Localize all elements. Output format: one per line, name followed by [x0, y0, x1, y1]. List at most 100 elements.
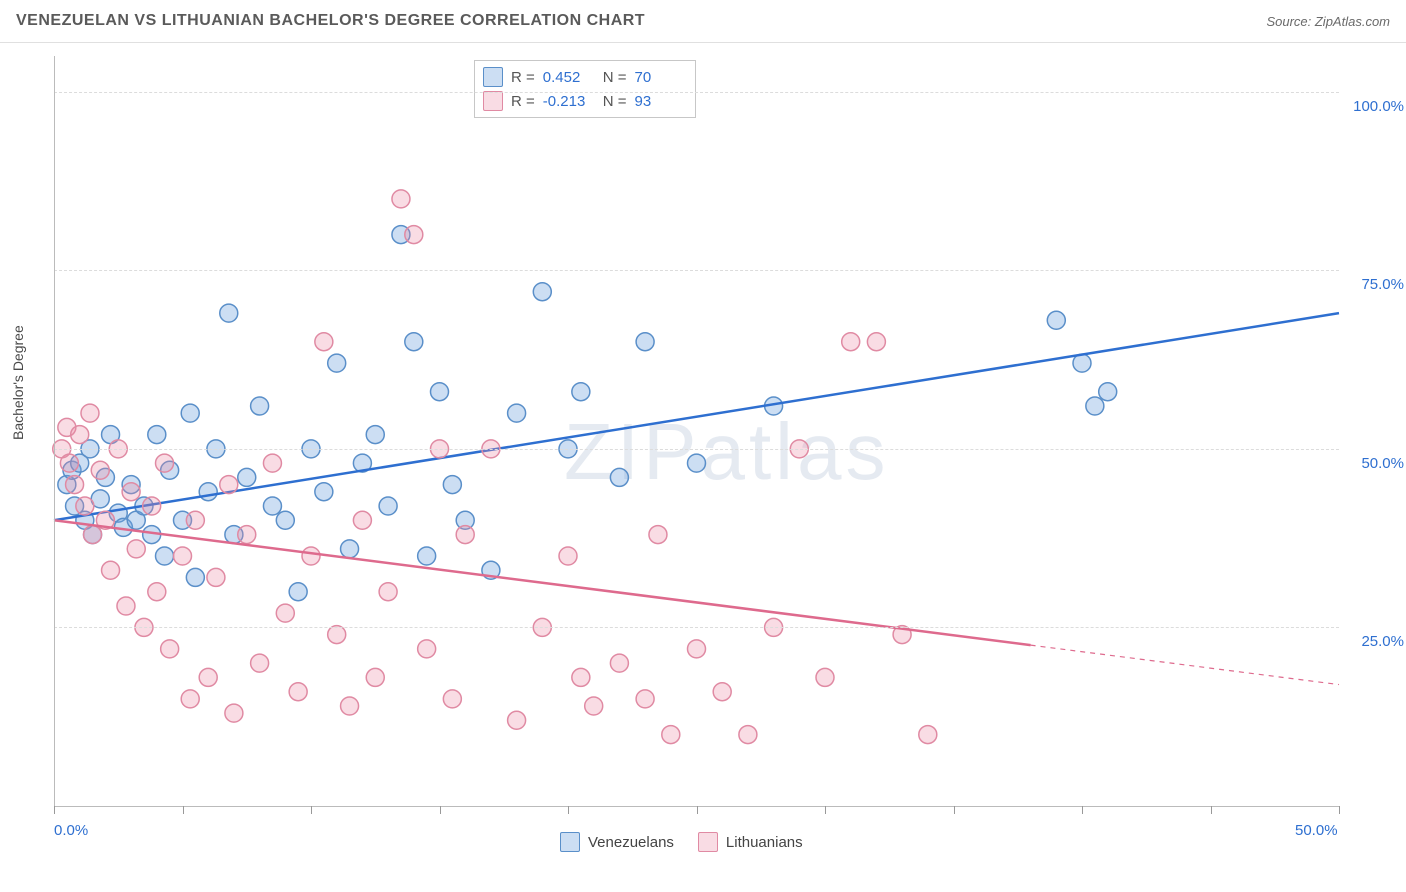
swatch-venezuelan-icon [560, 832, 580, 852]
data-point [122, 483, 140, 501]
r-label: R = [511, 69, 535, 86]
data-point [379, 497, 397, 515]
data-point [251, 397, 269, 415]
x-tick [1339, 806, 1340, 814]
data-point [842, 333, 860, 351]
data-point [263, 497, 281, 515]
data-point [816, 668, 834, 686]
data-point [418, 640, 436, 658]
data-point [148, 426, 166, 444]
data-point [84, 526, 102, 544]
data-point [199, 668, 217, 686]
data-point [1099, 383, 1117, 401]
data-point [199, 483, 217, 501]
data-point [405, 226, 423, 244]
y-tick-label: 75.0% [1334, 276, 1404, 293]
data-point [1047, 311, 1065, 329]
data-point [238, 526, 256, 544]
x-tick [1082, 806, 1083, 814]
data-point [251, 654, 269, 672]
gridline-h [54, 270, 1339, 271]
data-point [238, 468, 256, 486]
swatch-venezuelan-icon [483, 67, 503, 87]
data-point [610, 654, 628, 672]
n-value-0: 70 [635, 69, 687, 86]
data-point [156, 547, 174, 565]
r-value-1: -0.213 [543, 93, 595, 110]
data-point [174, 547, 192, 565]
x-tick [183, 806, 184, 814]
data-point [289, 583, 307, 601]
stats-row-venezuelan: R = 0.452 N = 70 [483, 65, 687, 89]
data-point [919, 726, 937, 744]
data-point [91, 461, 109, 479]
data-point [127, 540, 145, 558]
data-point [610, 468, 628, 486]
data-point [289, 683, 307, 701]
n-label: N = [603, 93, 627, 110]
data-point [181, 404, 199, 422]
data-point [102, 561, 120, 579]
y-axis-line [54, 56, 55, 806]
data-point [60, 454, 78, 472]
r-label: R = [511, 93, 535, 110]
legend-bottom: Venezuelans Lithuanians [560, 832, 803, 852]
data-point [341, 540, 359, 558]
data-point [220, 476, 238, 494]
legend-item-venezuelan: Venezuelans [560, 832, 674, 852]
data-point [867, 333, 885, 351]
x-tick [697, 806, 698, 814]
data-point [225, 704, 243, 722]
legend-label-0: Venezuelans [588, 834, 674, 851]
x-tick [825, 806, 826, 814]
x-tick [54, 806, 55, 814]
data-point [186, 568, 204, 586]
x-tick [568, 806, 569, 814]
data-point [186, 511, 204, 529]
gridline-h [54, 449, 1339, 450]
data-point [405, 333, 423, 351]
stats-legend-box: R = 0.452 N = 70 R = -0.213 N = 93 [474, 60, 696, 118]
data-point [379, 583, 397, 601]
x-tick [440, 806, 441, 814]
y-tick-label: 50.0% [1334, 455, 1404, 472]
data-point [143, 497, 161, 515]
data-point [559, 547, 577, 565]
data-point [533, 283, 551, 301]
data-point [315, 333, 333, 351]
header-bar: VENEZUELAN VS LITHUANIAN BACHELOR'S DEGR… [0, 0, 1406, 43]
x-tick-label: 50.0% [1295, 822, 1338, 839]
data-point [636, 690, 654, 708]
source-label: Source: ZipAtlas.com [1266, 14, 1390, 29]
x-tick [1211, 806, 1212, 814]
gridline-h [54, 92, 1339, 93]
data-point [585, 697, 603, 715]
y-tick-label: 100.0% [1334, 98, 1404, 115]
data-point [156, 454, 174, 472]
data-point [713, 683, 731, 701]
data-point [443, 690, 461, 708]
data-point [276, 511, 294, 529]
data-point [117, 597, 135, 615]
data-point [688, 454, 706, 472]
data-point [443, 476, 461, 494]
x-tick-label: 0.0% [54, 822, 88, 839]
data-point [739, 726, 757, 744]
trend-line [54, 313, 1339, 520]
y-tick-label: 25.0% [1334, 633, 1404, 650]
plot-area: ZIPatlas R = 0.452 N = 70 R = -0.213 N =… [54, 56, 1339, 806]
data-point [302, 547, 320, 565]
data-point [66, 476, 84, 494]
data-point [572, 668, 590, 686]
data-point [181, 690, 199, 708]
data-point [148, 583, 166, 601]
n-label: N = [603, 69, 627, 86]
data-point [341, 697, 359, 715]
data-point [508, 404, 526, 422]
data-point [263, 454, 281, 472]
chart-title: VENEZUELAN VS LITHUANIAN BACHELOR'S DEGR… [16, 12, 645, 30]
data-point [71, 426, 89, 444]
data-point [220, 304, 238, 322]
data-point [76, 497, 94, 515]
gridline-h [54, 627, 1339, 628]
